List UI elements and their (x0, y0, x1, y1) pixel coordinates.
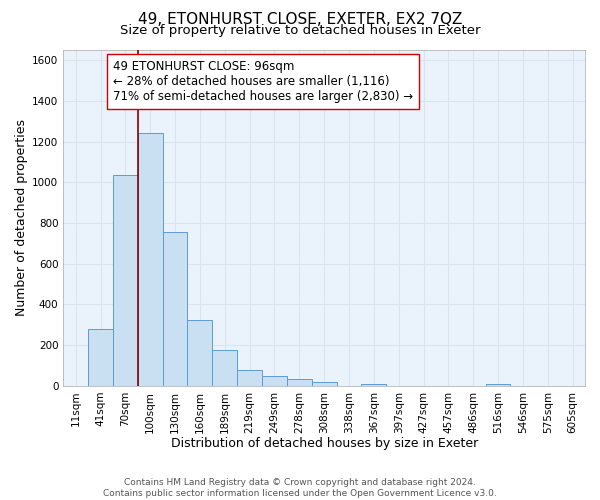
Bar (287, 378, 312, 386)
Bar (212, 350, 237, 386)
Bar (237, 370, 262, 386)
Bar (361, 384, 386, 386)
Bar (485, 384, 511, 386)
X-axis label: Distribution of detached houses by size in Exeter: Distribution of detached houses by size … (170, 437, 478, 450)
Bar (113, 175, 138, 386)
Bar (163, 232, 187, 386)
Bar (187, 320, 212, 386)
Bar (262, 376, 287, 386)
Bar (88, 329, 113, 386)
Y-axis label: Number of detached properties: Number of detached properties (15, 120, 28, 316)
Text: Size of property relative to detached houses in Exeter: Size of property relative to detached ho… (120, 24, 480, 37)
Text: 49, ETONHURST CLOSE, EXETER, EX2 7QZ: 49, ETONHURST CLOSE, EXETER, EX2 7QZ (138, 12, 462, 28)
Bar (138, 134, 163, 386)
Bar (312, 382, 337, 386)
Text: Contains HM Land Registry data © Crown copyright and database right 2024.
Contai: Contains HM Land Registry data © Crown c… (103, 478, 497, 498)
Text: 49 ETONHURST CLOSE: 96sqm
← 28% of detached houses are smaller (1,116)
71% of se: 49 ETONHURST CLOSE: 96sqm ← 28% of detac… (113, 60, 413, 103)
